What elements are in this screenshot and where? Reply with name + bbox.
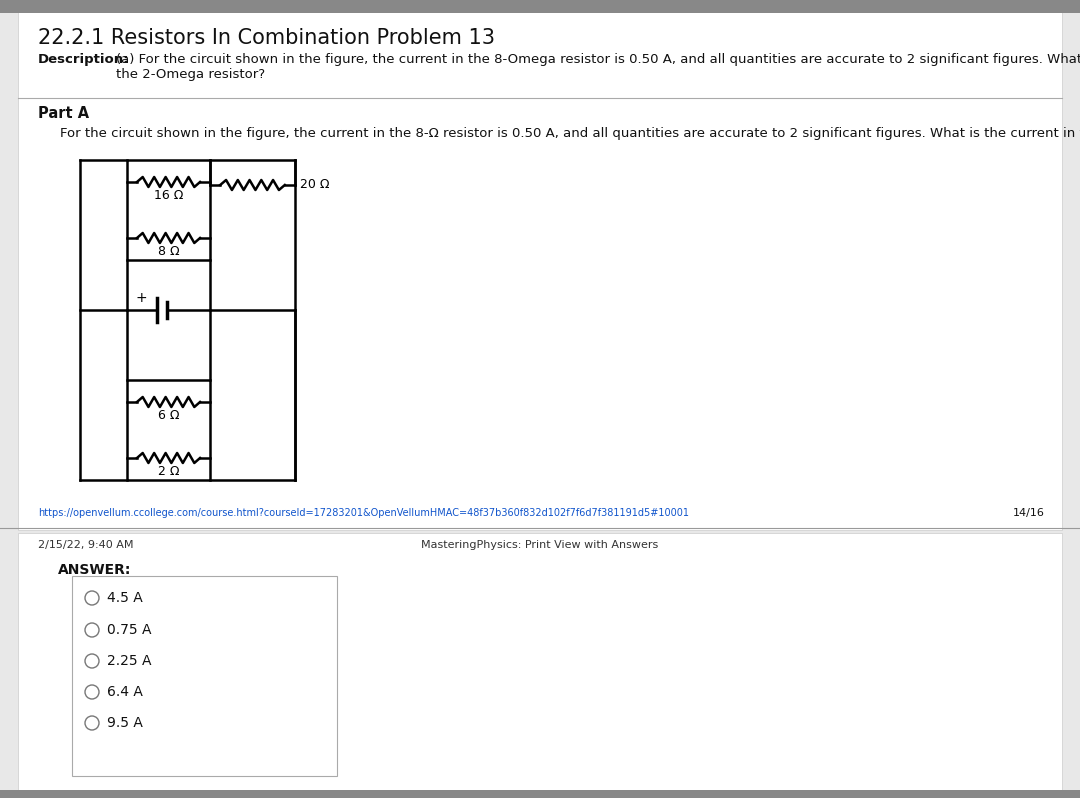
Circle shape <box>85 591 99 605</box>
Text: Part A: Part A <box>38 106 90 121</box>
Bar <box>18 5 1062 530</box>
Bar <box>0 790 1080 798</box>
Circle shape <box>85 654 99 668</box>
Text: 2.25 A: 2.25 A <box>107 654 151 668</box>
Circle shape <box>85 623 99 637</box>
Text: 14/16: 14/16 <box>1013 508 1045 518</box>
Text: Description:: Description: <box>38 53 130 66</box>
Text: 4.5 A: 4.5 A <box>107 591 143 605</box>
Text: 6.4 A: 6.4 A <box>107 685 143 699</box>
Text: 8 Ω: 8 Ω <box>158 245 179 258</box>
Text: For the circuit shown in the figure, the current in the 8-Ω resistor is 0.50 A, : For the circuit shown in the figure, the… <box>60 127 1080 140</box>
Text: 22.2.1 Resistors In Combination Problem 13: 22.2.1 Resistors In Combination Problem … <box>38 28 495 48</box>
Bar <box>18 533 1062 798</box>
Text: 0.75 A: 0.75 A <box>107 623 151 637</box>
Text: 2/15/22, 9:40 AM: 2/15/22, 9:40 AM <box>38 540 134 550</box>
Bar <box>127 380 210 480</box>
Bar <box>0 0 1080 13</box>
Text: 6 Ω: 6 Ω <box>158 409 179 422</box>
Text: 9.5 A: 9.5 A <box>107 716 143 730</box>
Circle shape <box>85 716 99 730</box>
Bar <box>127 160 210 260</box>
Text: MasteringPhysics: Print View with Answers: MasteringPhysics: Print View with Answer… <box>421 540 659 550</box>
Bar <box>72 576 337 776</box>
Text: (a) For the circuit shown in the figure, the current in the 8-Omega resistor is : (a) For the circuit shown in the figure,… <box>116 53 1080 81</box>
Text: ANSWER:: ANSWER: <box>58 563 132 577</box>
Text: 20 Ω: 20 Ω <box>300 179 329 192</box>
Text: +: + <box>135 291 147 305</box>
Text: 16 Ω: 16 Ω <box>153 189 184 202</box>
Text: 2 Ω: 2 Ω <box>158 465 179 478</box>
Text: https://openvellum.ccollege.com/course.html?courseId=17283201&OpenVellumHMAC=48f: https://openvellum.ccollege.com/course.h… <box>38 508 689 518</box>
Circle shape <box>85 685 99 699</box>
